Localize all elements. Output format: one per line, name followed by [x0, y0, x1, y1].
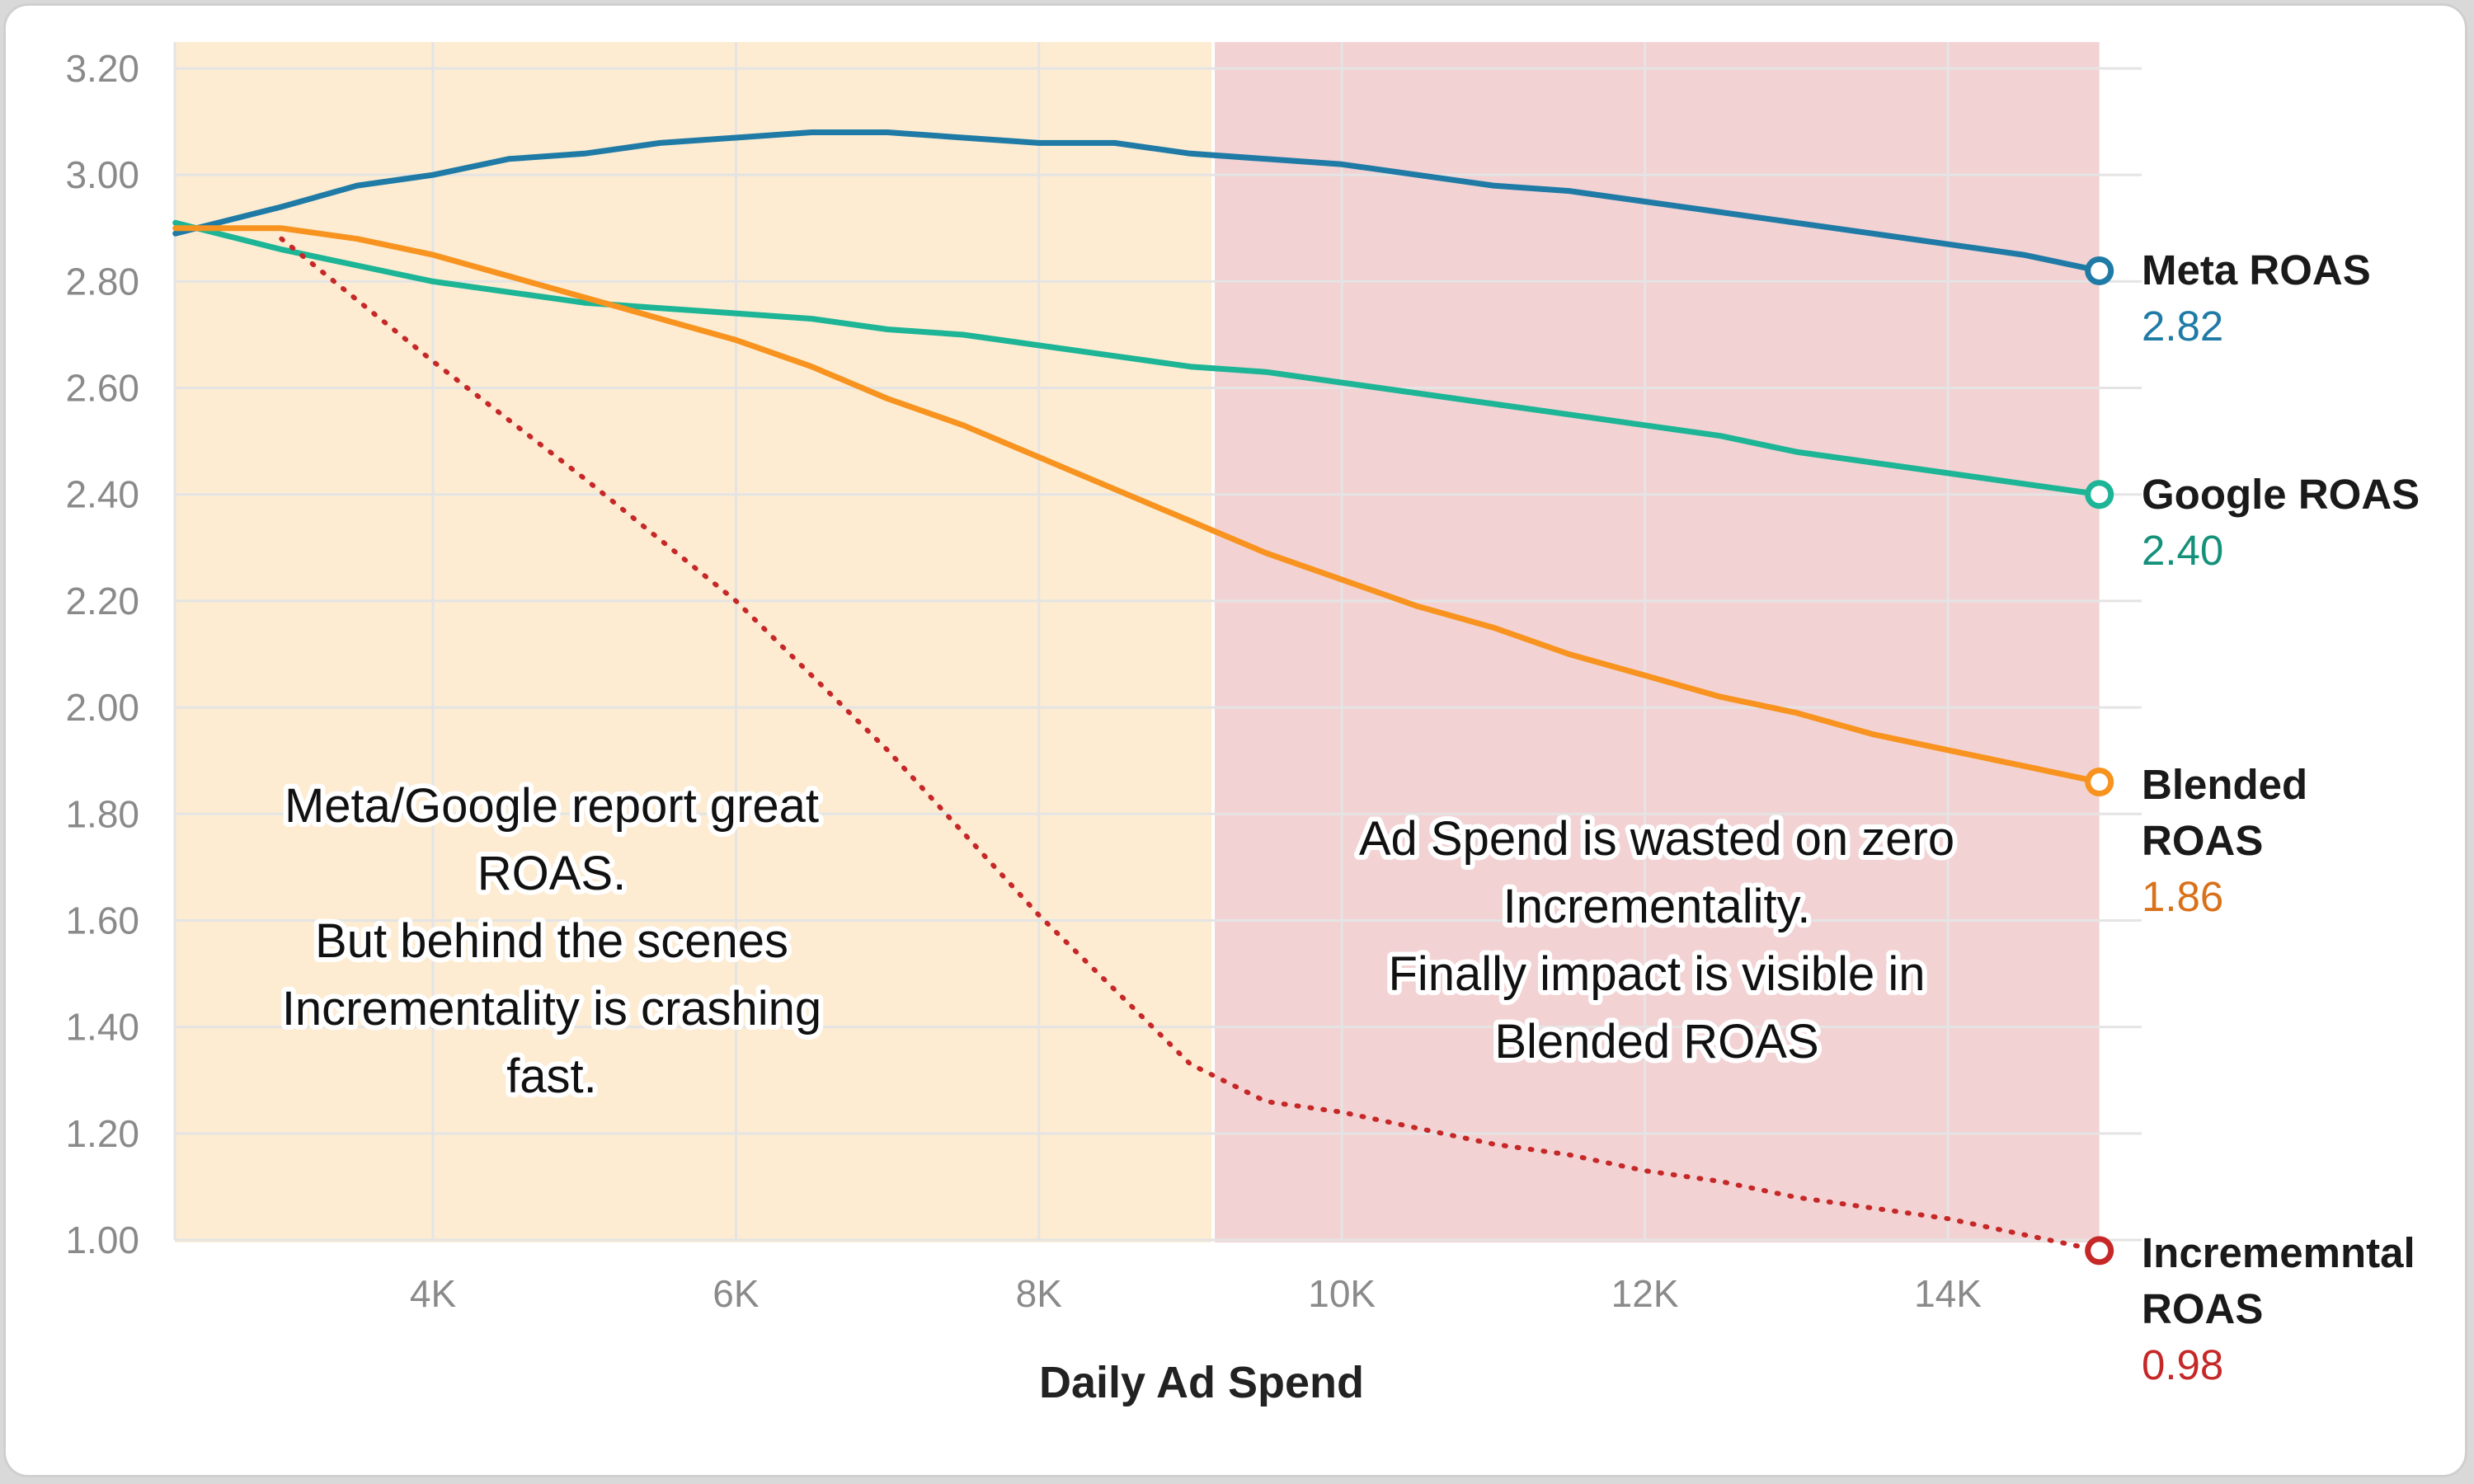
series-end-markers: [2085, 256, 2114, 1266]
blended-series-name: ROAS: [2142, 817, 2263, 864]
right-annotation: Ad Spend is wasted on zero Incrementality…: [1359, 812, 1954, 1068]
annotation-line: Incrementality is crashing: [282, 982, 821, 1036]
series-end-labels: Meta ROAS 2.82 Google ROAS 2.40 Blended ROAS 1…: [2142, 247, 2420, 1388]
x-tick-label: 8K: [1016, 1272, 1063, 1315]
y-tick-label: 1.00: [65, 1219, 139, 1261]
y-tick-label: 1.20: [65, 1112, 139, 1155]
x-tick-label: 6K: [713, 1272, 760, 1315]
x-tick-label: 10K: [1308, 1272, 1376, 1315]
meta-roas-line: [172, 129, 2103, 274]
y-tick-label: 2.20: [65, 580, 139, 622]
blended-roas-line: [172, 225, 2103, 785]
x-tick-label: 4K: [410, 1272, 457, 1315]
google-end-value: 2.40: [2142, 527, 2223, 574]
y-tick-label: 2.00: [65, 686, 139, 729]
annotation-line: ROAS.: [477, 847, 627, 900]
meta-end-value: 2.82: [2142, 303, 2223, 350]
incremental-roas-line: [279, 236, 2102, 1253]
blended-end-value: 1.86: [2142, 873, 2223, 920]
incremental-end-marker: [2085, 1236, 2114, 1266]
x-axis-title: Daily Ad Spend: [1039, 1358, 1364, 1407]
annotation-line: But behind the scenes: [315, 914, 788, 968]
y-tick-label: 3.00: [65, 153, 139, 196]
meta-end-marker: [2085, 256, 2114, 285]
incremental-end-value: 0.98: [2142, 1341, 2223, 1388]
safe-zone-region: [175, 42, 1214, 1242]
x-tick-label: 12K: [1611, 1272, 1679, 1315]
x-axis-ticks: 4K 6K 8K 10K 12K 14K: [410, 1272, 1982, 1315]
annotation-line: Blended ROAS: [1494, 1015, 1818, 1068]
google-roas-line: [172, 219, 2103, 498]
y-tick-label: 3.20: [65, 47, 139, 90]
annotation-line: Meta/Google report great: [285, 779, 819, 833]
left-annotation: Meta/Google report great ROAS. But behind …: [282, 779, 821, 1103]
incremental-series-name: ROAS: [2142, 1285, 2263, 1332]
grid-lines: [173, 42, 2142, 1242]
google-end-marker: [2085, 480, 2114, 510]
chart-card: 1.00 1.20 1.40 1.60 1.80 2.00 2.20 2.40 2.60 2.80…: [3, 3, 2467, 1477]
meta-series-name: Meta ROAS: [2142, 247, 2371, 294]
roas-line-chart: 1.00 1.20 1.40 1.60 1.80 2.00 2.20 2.40 2.60 2.80…: [65, 42, 2420, 1407]
y-tick-label: 1.40: [65, 1006, 139, 1049]
y-axis-ticks: 1.00 1.20 1.40 1.60 1.80 2.00 2.20 2.40 2.60 2.80…: [65, 47, 139, 1261]
google-series-name: Google ROAS: [2142, 471, 2420, 518]
blended-series-name: Blended: [2142, 761, 2307, 808]
y-tick-label: 2.60: [65, 367, 139, 410]
x-tick-label: 14K: [1914, 1272, 1982, 1315]
series-lines: [172, 129, 2103, 1253]
annotation-line: Incrementality.: [1503, 880, 1811, 933]
annotation-line: Ad Spend is wasted on zero: [1359, 812, 1954, 866]
annotations: Meta/Google report great ROAS. But behind …: [277, 774, 1959, 1108]
annotation-line: Finally impact is visible in: [1388, 947, 1925, 1001]
blended-end-marker: [2085, 768, 2114, 797]
y-tick-label: 1.60: [65, 899, 139, 942]
y-tick-label: 2.40: [65, 473, 139, 516]
incremental-series-name: Incrememntal: [2142, 1229, 2415, 1276]
y-tick-label: 1.80: [65, 792, 139, 835]
y-tick-label: 2.80: [65, 260, 139, 303]
annotation-line: fast.: [506, 1050, 597, 1103]
